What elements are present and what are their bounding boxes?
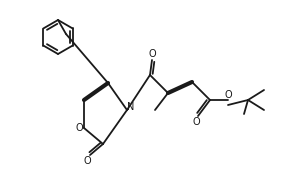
Text: O: O	[75, 123, 83, 133]
Text: N: N	[127, 102, 135, 112]
Text: O: O	[83, 156, 91, 166]
Text: O: O	[192, 117, 200, 127]
Text: O: O	[148, 49, 156, 59]
Text: O: O	[224, 90, 232, 100]
